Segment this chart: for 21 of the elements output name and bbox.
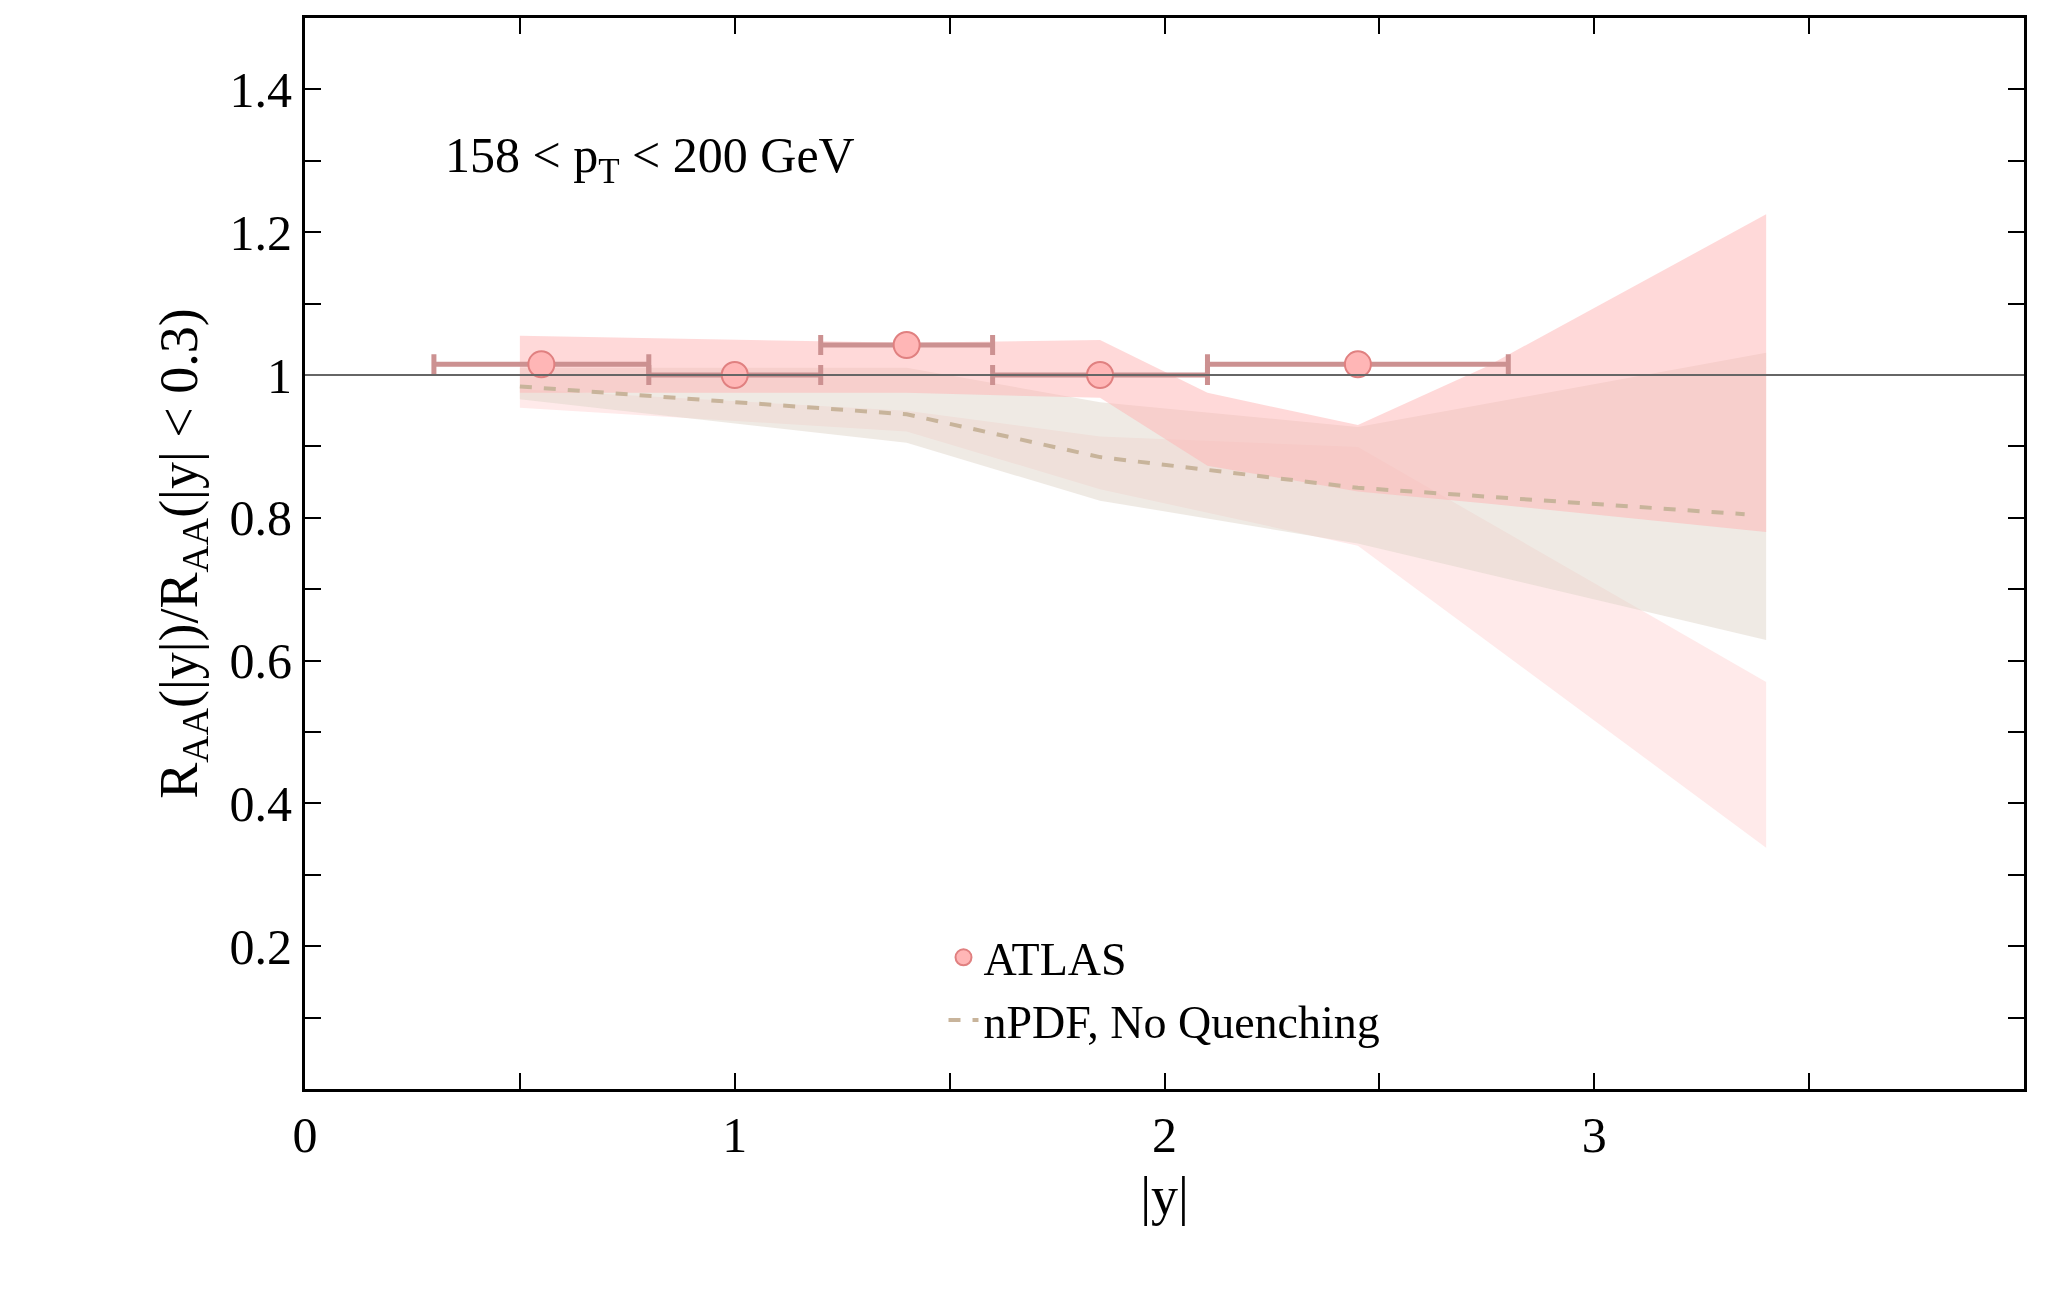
y-tick-label: 0.2 [229, 918, 292, 975]
y-tick-label: 1 [267, 347, 292, 404]
legend-label: ATLAS [983, 934, 1127, 986]
y-tick-label: 0.6 [229, 633, 292, 690]
y-tick-label: 1.2 [229, 204, 292, 261]
y-tick-label: 1.4 [229, 61, 292, 118]
x-tick-label: 1 [722, 1107, 748, 1163]
x-axis-title: |y| [1140, 1166, 1189, 1227]
line-series [517, 384, 1747, 517]
point [1343, 350, 1372, 379]
point [720, 361, 749, 389]
point [892, 331, 921, 359]
annotation: 158 < p$_{T}$ < 200 GeV [445, 127, 855, 191]
x-tick-label: 0 [292, 1107, 318, 1163]
x-tick-label: 2 [1152, 1107, 1177, 1163]
x-tick-label: 3 [1581, 1107, 1607, 1163]
point [527, 350, 556, 379]
legend-label: nPDF, No Quenching [983, 997, 1380, 1049]
point [1086, 361, 1115, 389]
y-tick-label: 0.8 [229, 490, 292, 547]
y-tick-label: 0.4 [229, 775, 292, 832]
